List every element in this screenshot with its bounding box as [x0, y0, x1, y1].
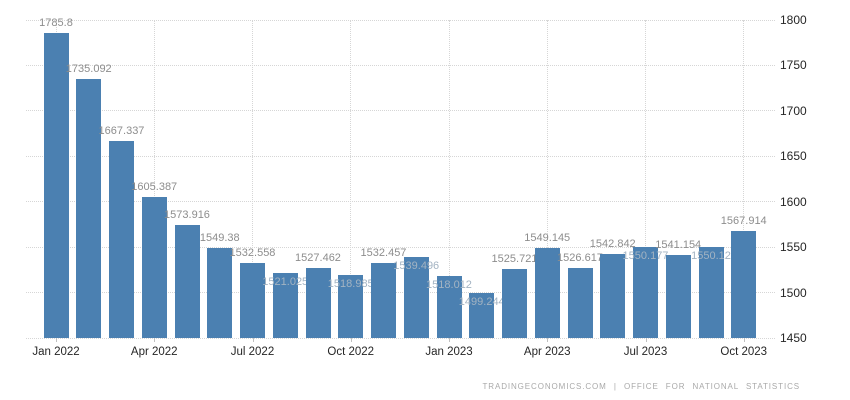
bar-value-label: 1539.496 — [393, 259, 440, 272]
bar[interactable] — [633, 246, 658, 338]
attribution-text: TRADINGECONOMICS.COM | OFFICE FOR NATION… — [482, 382, 800, 391]
bar-value-label: 1521.025 — [262, 276, 309, 289]
x-tick-mark — [56, 338, 57, 342]
x-tick-mark — [449, 338, 450, 342]
bar-value-label: 1518.012 — [426, 279, 472, 292]
y-tick-label: 1500 — [780, 285, 807, 300]
bar-value-label: 1525.721 — [491, 253, 538, 266]
gridline-horizontal — [26, 19, 775, 21]
x-tick-mark — [154, 338, 156, 342]
x-tick-label: Oct 2023 — [720, 346, 768, 358]
bar-value-label: 1532.457 — [360, 247, 407, 260]
bar[interactable] — [305, 267, 331, 338]
gridline-vertical — [546, 20, 548, 338]
x-tick-mark — [252, 338, 254, 342]
x-tick-label: Jul 2023 — [623, 346, 668, 358]
gridline-horizontal — [26, 201, 775, 203]
bar-value-label: 1550.177 — [622, 249, 669, 262]
gridline-vertical — [153, 20, 155, 338]
y-tick-label: 1450 — [780, 331, 807, 345]
bar-value-label: 1541.154 — [655, 239, 702, 252]
gridline-horizontal — [26, 246, 775, 248]
y-tick-label: 1700 — [780, 103, 807, 118]
bar-value-label: 1549.38 — [199, 231, 240, 244]
bar-value-label: 1542.842 — [589, 237, 636, 250]
bar-value-label: 1549.145 — [524, 231, 571, 244]
bar[interactable] — [665, 255, 691, 338]
bar-value-label: 1785.8 — [39, 16, 73, 29]
bar-value-label: 1667.337 — [98, 124, 145, 137]
y-tick-label: 1600 — [780, 194, 807, 209]
gridline-horizontal — [26, 110, 775, 112]
bar[interactable] — [600, 253, 626, 338]
bar-value-label: 1567.914 — [720, 214, 767, 227]
y-tick-label: 1550 — [780, 240, 807, 255]
bar[interactable] — [141, 196, 167, 338]
bar[interactable] — [567, 268, 593, 338]
bar[interactable] — [43, 32, 69, 338]
bar[interactable] — [240, 262, 265, 338]
bar[interactable] — [76, 78, 102, 338]
gridline-vertical — [448, 20, 450, 338]
x-tick-label: Jul 2022 — [230, 346, 275, 358]
x-tick-mark — [743, 338, 745, 342]
bar-value-label: 1735.092 — [65, 62, 112, 75]
bar[interactable] — [371, 263, 396, 338]
bar[interactable] — [502, 269, 527, 338]
y-tick-label: 1800 — [780, 13, 807, 27]
x-tick-mark — [547, 338, 549, 342]
gridline-vertical — [743, 20, 745, 338]
bar[interactable] — [436, 276, 462, 338]
gridline-horizontal — [26, 155, 775, 157]
x-tick-mark — [645, 338, 647, 342]
bar-value-label: 1527.462 — [295, 251, 341, 264]
bar[interactable] — [698, 247, 724, 338]
gridline-horizontal — [26, 64, 775, 66]
bar[interactable] — [109, 140, 134, 338]
bar[interactable] — [403, 256, 429, 338]
bar[interactable] — [731, 230, 757, 338]
y-tick-label: 1750 — [780, 58, 807, 73]
bar[interactable] — [272, 273, 298, 338]
gridline-vertical — [350, 20, 352, 338]
bar-value-label: 1605.387 — [131, 180, 178, 193]
bar-value-label: 1518.985 — [327, 278, 374, 291]
bar[interactable] — [338, 275, 364, 338]
x-tick-label: Jan 2023 — [425, 346, 473, 358]
x-tick-label: Jan 2022 — [32, 346, 80, 358]
bar-value-label: 1532.558 — [229, 246, 276, 259]
bar-value-label: 1526.617 — [557, 252, 603, 265]
bar[interactable] — [207, 247, 233, 338]
bar-value-label: 1499.244 — [458, 296, 505, 309]
y-tick-label: 1650 — [780, 149, 807, 164]
bar[interactable] — [174, 225, 200, 338]
x-tick-label: Apr 2022 — [130, 346, 178, 358]
x-tick-label: Oct 2022 — [327, 346, 375, 358]
x-tick-mark — [350, 338, 352, 342]
gridline-vertical — [252, 20, 253, 338]
x-tick-label: Apr 2023 — [523, 346, 571, 358]
gridline-horizontal — [26, 337, 775, 339]
bar[interactable] — [534, 247, 560, 338]
bar-value-label: 1573.916 — [164, 209, 210, 222]
bar-value-label: 1550.12 — [691, 250, 731, 263]
gridline-horizontal — [26, 292, 775, 294]
gridline-vertical — [645, 20, 646, 338]
bar[interactable] — [469, 293, 495, 338]
